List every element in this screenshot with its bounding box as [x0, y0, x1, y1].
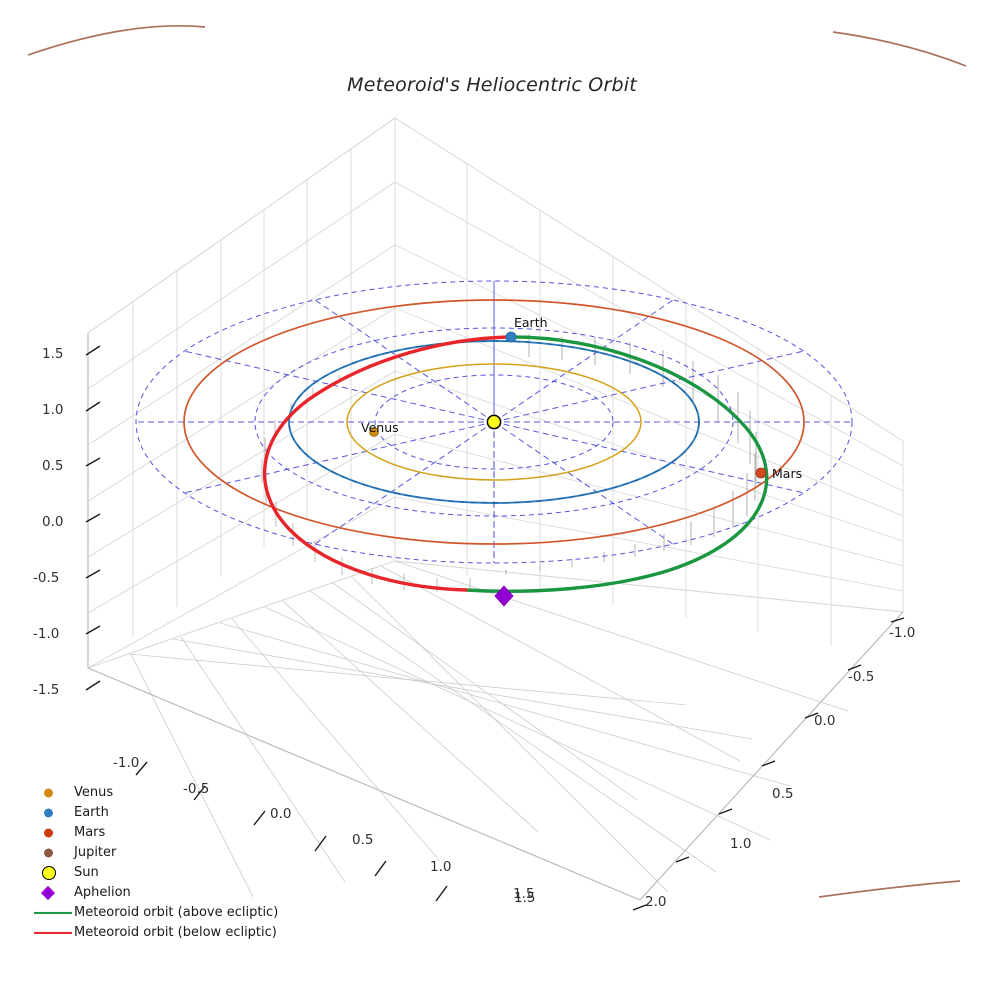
z-tick-6: -1.5	[33, 682, 60, 698]
y-tick-0: -1.0	[889, 625, 916, 641]
z-tick-4: -0.5	[33, 570, 60, 586]
venus-marker[interactable]	[369, 427, 379, 437]
venus-orbit-path	[346, 363, 642, 481]
z-tick-3: 0.0	[42, 514, 64, 530]
legend-item-venus[interactable]: Venus	[30, 783, 292, 803]
x-tick-3: 0.5	[352, 832, 374, 848]
line-swatch-icon	[30, 923, 74, 943]
y-tick-5: 1.5	[514, 890, 536, 906]
legend-label-venus: Venus	[74, 785, 114, 800]
z-tick-5: -1.0	[33, 626, 60, 642]
diamond-marker-icon	[30, 883, 74, 903]
legend-label-sun: Sun	[74, 865, 99, 880]
legend-label-orbit-above: Meteoroid orbit (above ecliptic)	[74, 905, 279, 920]
mars-label: Mars	[772, 466, 803, 481]
sun-marker[interactable]	[486, 414, 502, 430]
z-tick-2: 0.5	[42, 458, 64, 474]
legend-label-mars: Mars	[74, 825, 106, 840]
y-tick-6: 2.0	[645, 894, 667, 910]
x-tick-2: 0.0	[270, 806, 292, 822]
x-tick-1: -0.5	[183, 781, 210, 797]
legend-label-jupiter: Jupiter	[74, 845, 117, 860]
circle-marker-icon	[30, 843, 74, 863]
circle-marker-icon	[30, 783, 74, 803]
mars-marker[interactable]	[755, 467, 767, 479]
legend-label-aphelion: Aphelion	[74, 885, 131, 900]
y-tick-1: -0.5	[848, 669, 875, 685]
z-tick-0: 1.5	[42, 346, 64, 362]
legend-label-earth: Earth	[74, 805, 109, 820]
legend-item-mars[interactable]: Mars	[30, 823, 292, 843]
x-tick-4: 1.0	[430, 859, 452, 875]
mars-orbit-path	[183, 299, 805, 545]
y-tick-3: 0.5	[772, 786, 794, 802]
legend-label-orbit-below: Meteoroid orbit (below ecliptic)	[74, 925, 277, 940]
meteoroid-orbit-above	[464, 335, 769, 593]
legend: Venus Earth Mars Jupiter Sun	[30, 783, 292, 943]
earth-marker[interactable]	[505, 331, 517, 343]
legend-item-orbit-below[interactable]: Meteoroid orbit (below ecliptic)	[30, 923, 292, 943]
earth-label: Earth	[514, 315, 548, 330]
z-tick-1: 1.0	[42, 402, 64, 418]
earth-orbit-dashed	[288, 340, 700, 504]
legend-item-orbit-above[interactable]: Meteoroid orbit (above ecliptic)	[30, 903, 292, 923]
legend-item-earth[interactable]: Earth	[30, 803, 292, 823]
aphelion-marker[interactable]	[494, 585, 514, 607]
line-swatch-icon	[30, 903, 74, 923]
y-tick-4: 1.0	[730, 836, 752, 852]
meteoroid-orbit-below	[262, 335, 510, 592]
page-title: Meteoroid's Heliocentric Orbit	[347, 74, 637, 96]
legend-item-aphelion[interactable]: Aphelion	[30, 883, 292, 903]
x-tick-0: -1.0	[113, 755, 140, 771]
x-tick-5: 1.5	[513, 886, 535, 902]
legend-item-jupiter[interactable]: Jupiter	[30, 843, 292, 863]
venus-label: Venus	[361, 420, 399, 435]
sun-marker-icon	[30, 863, 74, 883]
y-tick-2: 0.0	[814, 713, 836, 729]
legend-item-sun[interactable]: Sun	[30, 863, 292, 883]
circle-marker-icon	[30, 803, 74, 823]
circle-marker-icon	[30, 823, 74, 843]
